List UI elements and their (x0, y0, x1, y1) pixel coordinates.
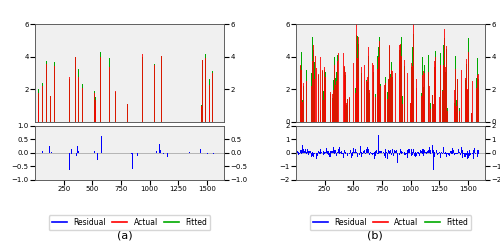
Legend: Residual, Actual, Fitted: Residual, Actual, Fitted (49, 215, 210, 230)
Text: (b): (b) (367, 231, 383, 241)
Legend: Residual, Actual, Fitted: Residual, Actual, Fitted (310, 215, 471, 230)
Text: (a): (a) (117, 231, 133, 241)
